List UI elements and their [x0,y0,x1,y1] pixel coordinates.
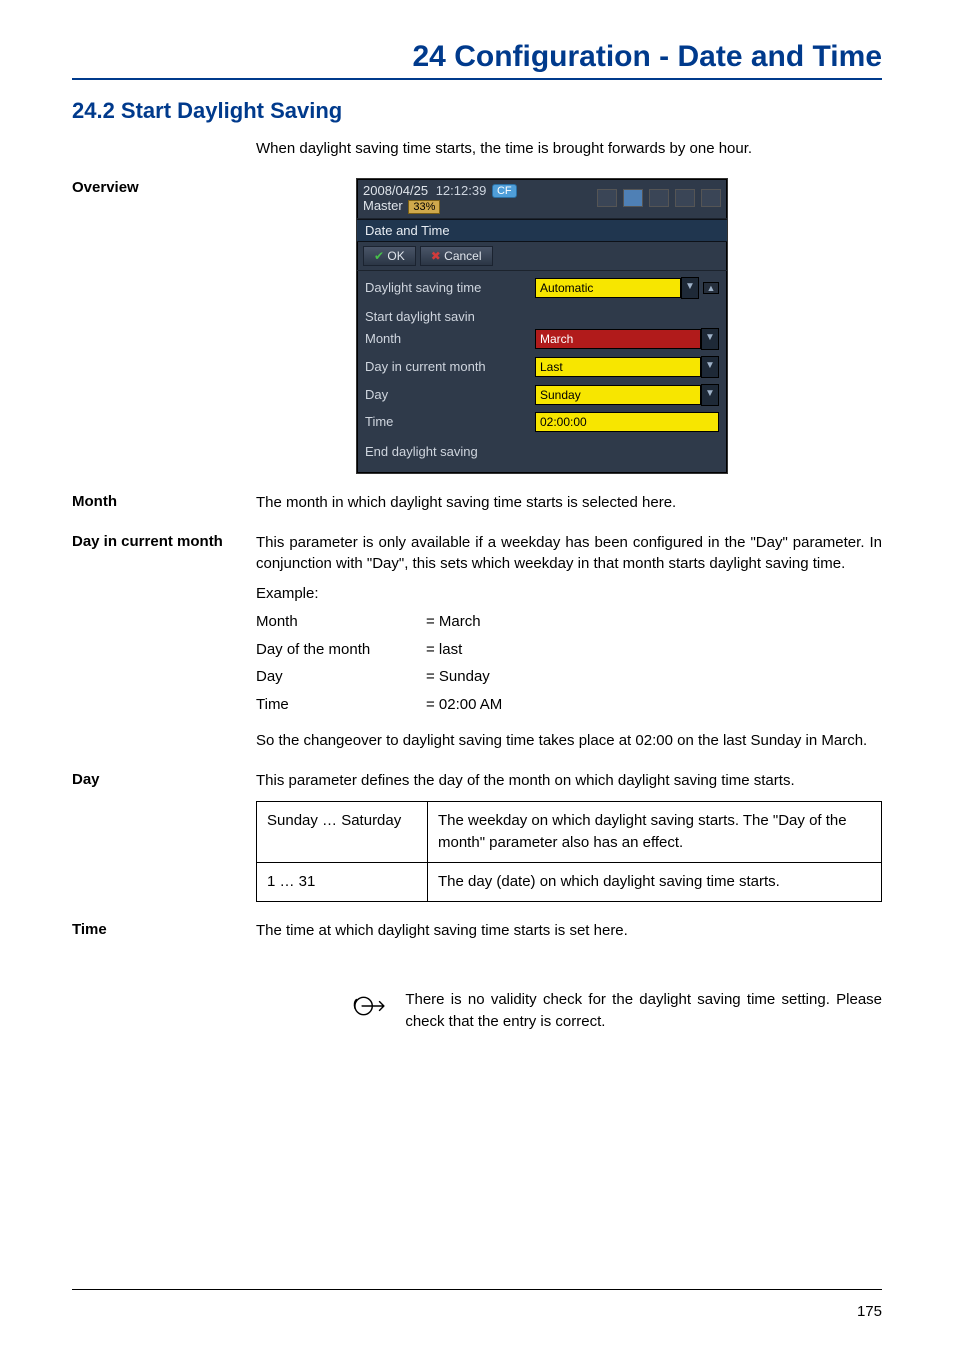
daytable-r2k: 1 … 31 [257,862,428,901]
end-subtitle: End daylight saving [365,444,719,459]
ex-month-k: Month [256,611,426,633]
daytable-r1k: Sunday … Saturday [257,802,428,863]
ui-panel: 2008/04/25 12:12:39 CF Master 33% [356,178,728,474]
chevron-down-icon[interactable]: ▼ [681,277,699,299]
text-dicm: This parameter is only available if a we… [256,532,882,576]
cancel-label: Cancel [444,249,481,263]
example-label: Example: [256,583,882,605]
text-month: The month in which daylight saving time … [256,492,882,514]
label-time: Time [72,920,232,942]
intro-text: When daylight saving time starts, the ti… [256,138,882,160]
check-icon: ✔ [374,249,384,263]
ui-titlebar: 2008/04/25 12:12:39 CF Master 33% [357,179,727,219]
x-icon: ✖ [431,249,441,263]
month-label: Month [365,331,535,346]
alarm-icon [597,189,617,207]
label-overview: Overview [72,178,232,474]
section-title: 24.2 Start Daylight Saving [72,98,882,124]
note-text: There is no validity check for the dayli… [405,989,882,1033]
table-row: 1 … 31 The day (date) on which daylight … [257,862,882,901]
ui-clock: 12:12:39 [436,183,487,198]
dicm-value[interactable]: Last [535,357,701,377]
day-value[interactable]: Sunday [535,385,701,405]
label-month: Month [72,492,232,514]
text-time: The time at which daylight saving time s… [256,920,882,942]
label-dicm: Day in current month [72,532,232,752]
ex-dotm-k: Day of the month [256,639,426,661]
day-table: Sunday … Saturday The weekday on which d… [256,801,882,901]
time-label: Time [365,414,535,429]
chevron-down-icon[interactable]: ▼ [701,356,719,378]
dst-value[interactable]: Automatic [535,278,681,298]
start-subtitle: Start daylight savin [365,309,719,324]
ok-label: OK [387,249,404,263]
slot1-icon [649,189,669,207]
scroll-up-icon[interactable]: ▲ [703,282,719,294]
table-row: Sunday … Saturday The weekday on which d… [257,802,882,863]
footer-rule [72,1289,882,1290]
ex-time-k: Time [256,694,426,716]
month-value[interactable]: March [535,329,701,349]
dicm-conclusion: So the changeover to daylight saving tim… [256,730,882,752]
daytable-r2v: The day (date) on which daylight saving … [428,862,882,901]
header-icons [597,189,721,207]
ex-month-v: = March [426,611,481,633]
page-number: 175 [857,1303,882,1320]
ui-section-title: Date and Time [357,219,727,242]
ex-dotm-v: = last [426,639,462,661]
slot2-icon [675,189,695,207]
ui-toolbar: ✔ OK ✖ Cancel [357,242,727,271]
daytable-r1v: The weekday on which daylight saving sta… [428,802,882,863]
chevron-down-icon[interactable]: ▼ [701,384,719,406]
ex-day-v: = Sunday [426,666,490,688]
ui-date: 2008/04/25 [363,183,428,198]
ui-master: Master [363,198,403,213]
chevron-down-icon[interactable]: ▼ [701,328,719,350]
text-day-intro: This parameter defines the day of the mo… [256,770,882,792]
slot3-icon [701,189,721,207]
log-icon [623,189,643,207]
chapter-title: 24 Configuration - Date and Time [72,40,882,74]
ok-button[interactable]: ✔ OK [363,246,416,266]
hand-point-icon [352,989,385,1023]
ex-time-v: = 02:00 AM [426,694,502,716]
cf-badge-icon: CF [492,184,517,198]
day-label: Day [365,387,535,402]
title-rule [72,78,882,80]
label-day: Day [72,770,232,902]
ui-body: Daylight saving time Automatic ▼ ▲ Start… [357,271,727,473]
dst-label: Daylight saving time [365,280,535,295]
ex-day-k: Day [256,666,426,688]
dicm-label: Day in current month [365,359,535,374]
cancel-button[interactable]: ✖ Cancel [420,246,493,266]
ui-pct: 33% [408,200,440,214]
time-value[interactable]: 02:00:00 [535,412,719,432]
